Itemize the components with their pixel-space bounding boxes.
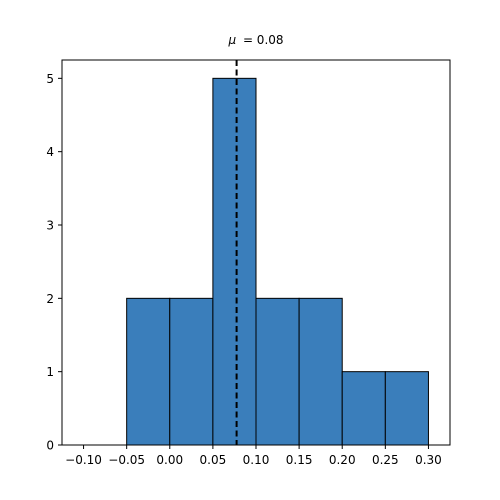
y-axis-ticks: 0 1 2 3 4 5 (46, 72, 62, 453)
x-tick-label-0: −0.10 (65, 453, 102, 467)
x-tick-label-6: 0.20 (329, 453, 356, 467)
x-tick-label-7: 0.25 (372, 453, 399, 467)
x-axis-ticks: −0.10 −0.05 0.00 0.05 0.10 0.15 0.20 0.25 0.30 (65, 445, 442, 467)
title-mu: μ (227, 33, 236, 47)
histogram-bar-7 (384, 371, 429, 446)
y-tick-label-0: 0 (46, 439, 54, 453)
x-tick-label-1: −0.05 (108, 453, 145, 467)
bars-layer (126, 77, 429, 446)
x-tick-label-4: 0.10 (243, 453, 270, 467)
x-tick-label-2: 0.00 (156, 453, 183, 467)
histogram-bar-6 (341, 371, 386, 446)
x-tick-label-5: 0.15 (286, 453, 313, 467)
histogram-bar-2 (169, 297, 214, 446)
y-tick-label-5: 5 (46, 72, 54, 86)
y-tick-label-2: 2 (46, 292, 54, 306)
y-tick-label-3: 3 (46, 219, 54, 233)
histogram-bar-1 (126, 297, 171, 446)
histogram-bar-4 (255, 297, 300, 446)
x-tick-label-3: 0.05 (200, 453, 227, 467)
histogram-bar-3 (212, 77, 257, 446)
y-tick-label-4: 4 (46, 145, 54, 159)
title-value: = 0.08 (243, 33, 284, 47)
chart-title: μ = 0.08 (227, 33, 283, 47)
x-tick-label-8: 0.30 (415, 453, 442, 467)
y-tick-label-1: 1 (46, 365, 54, 379)
histogram-bar-5 (298, 297, 343, 446)
